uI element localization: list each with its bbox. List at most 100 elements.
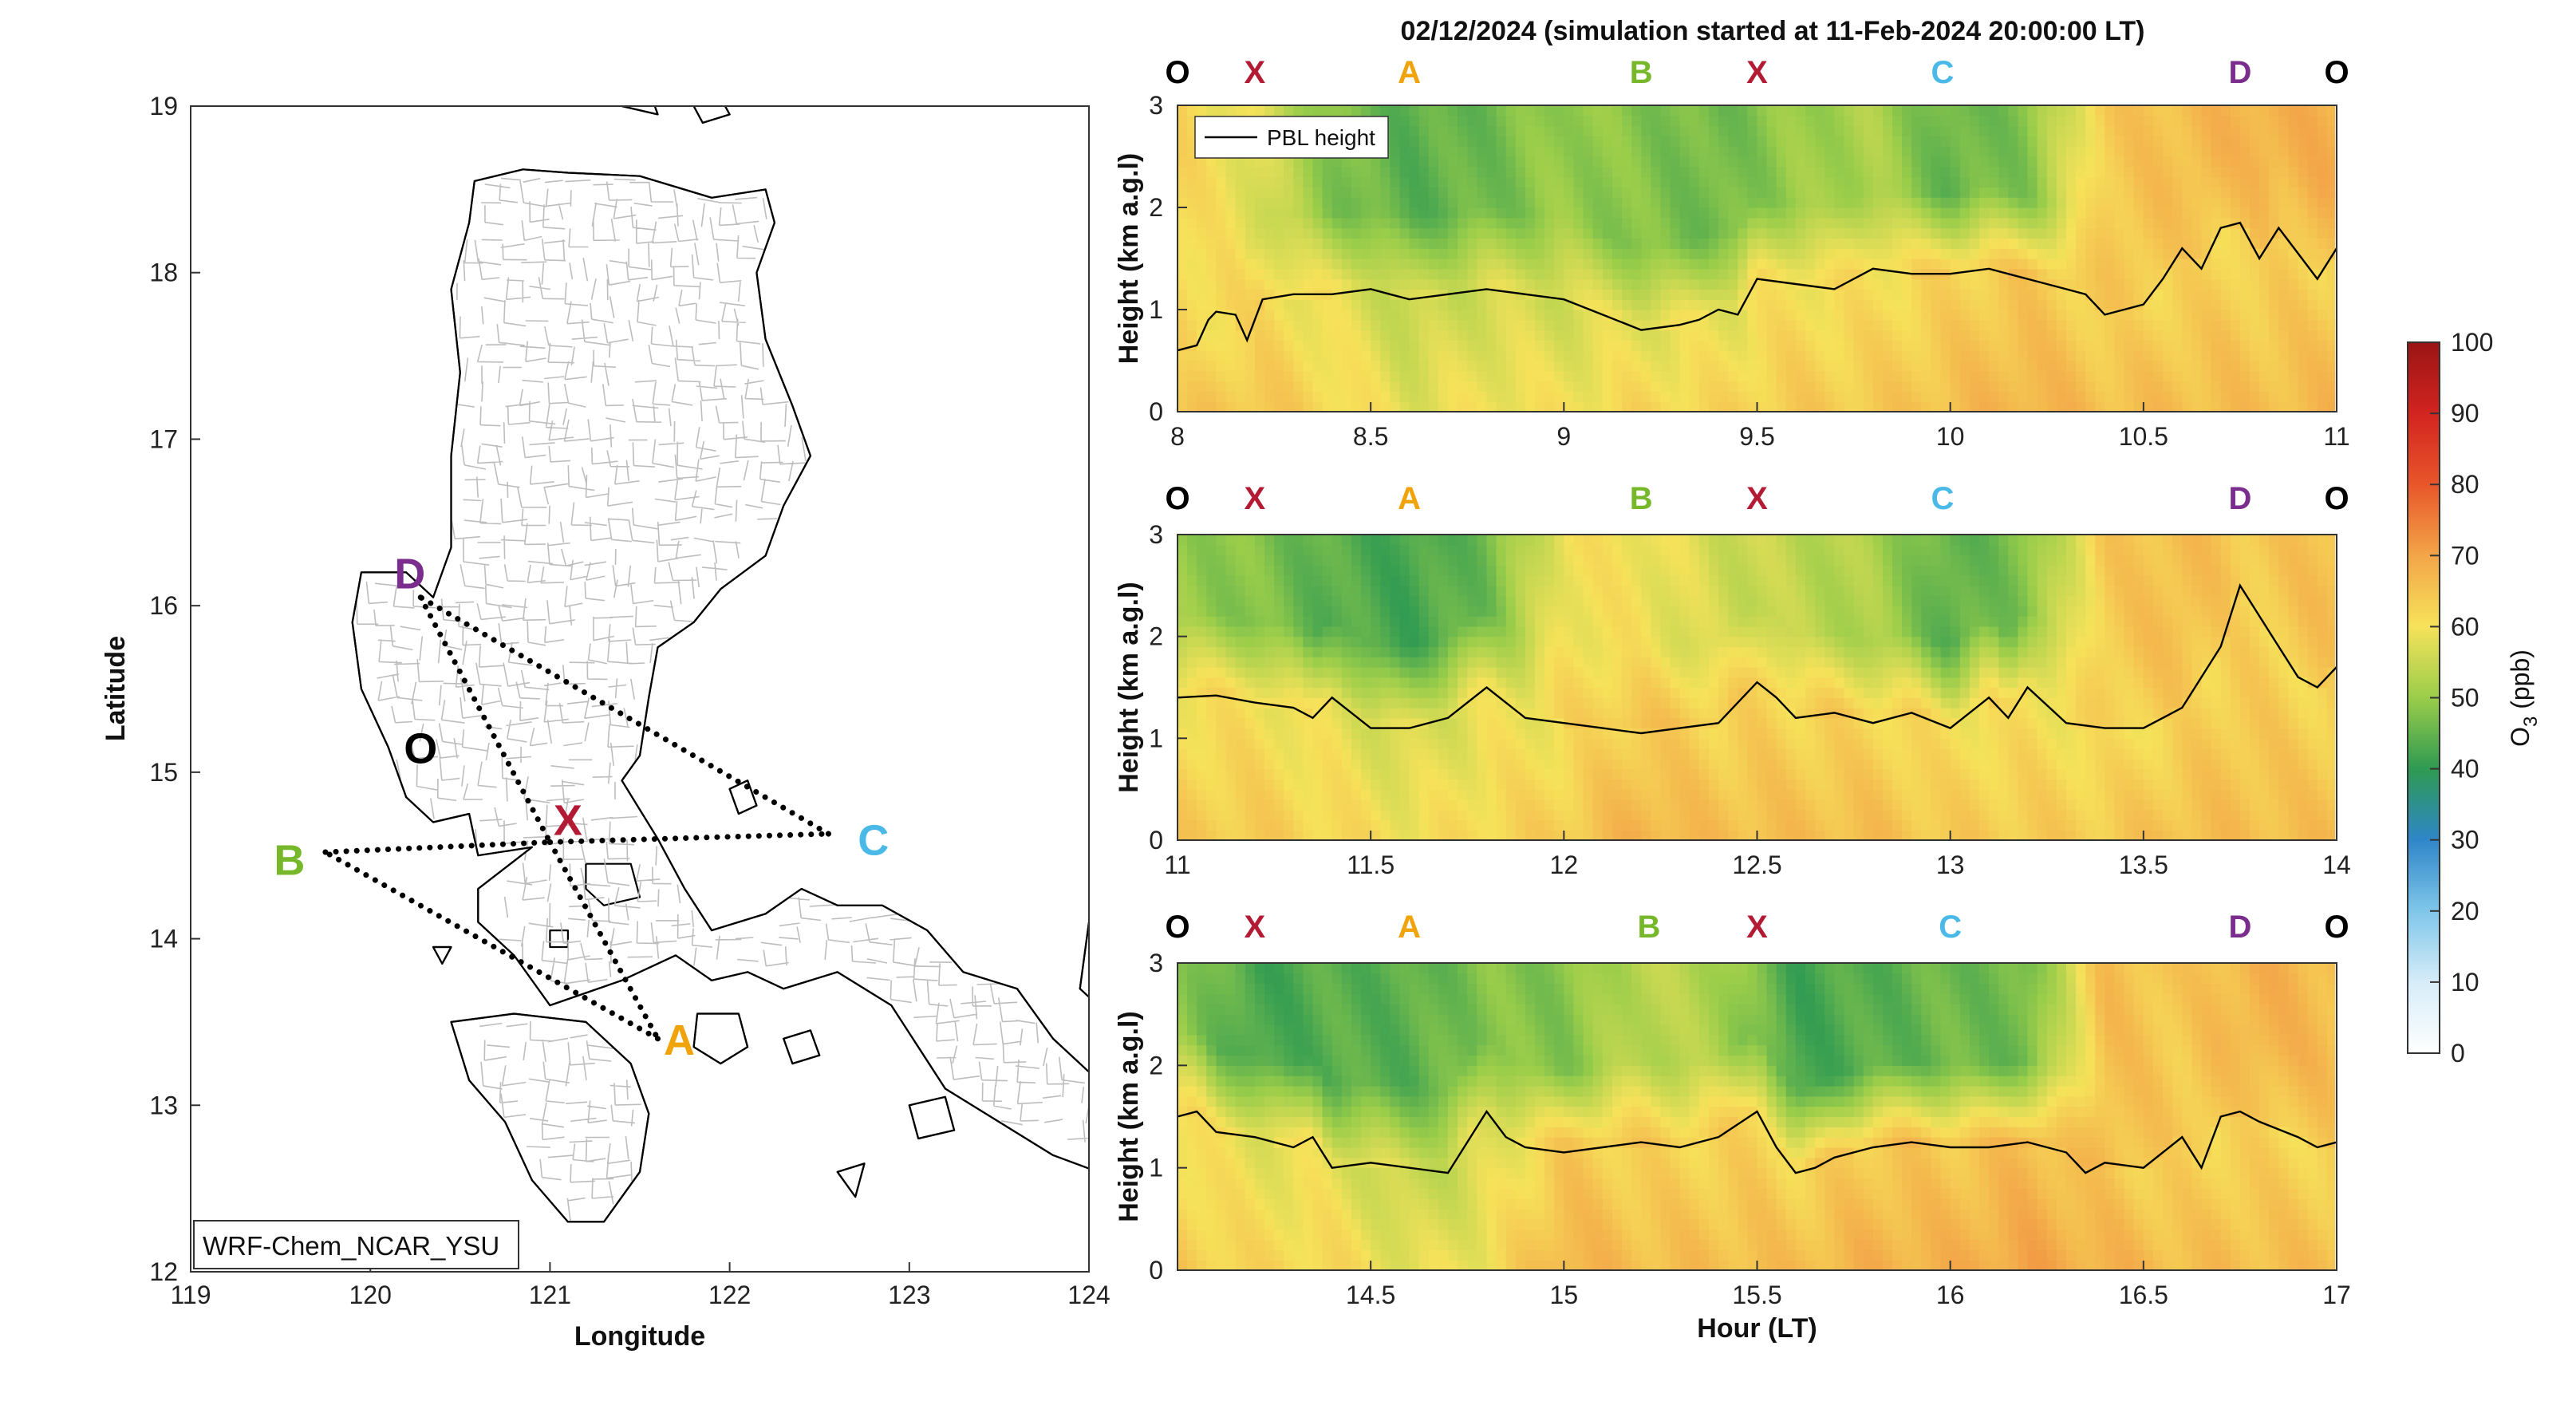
o3-cell <box>1245 575 1256 586</box>
o3-cell <box>1293 401 1304 412</box>
o3-cell <box>1284 789 1294 800</box>
o3-cell <box>1505 289 1517 300</box>
o3-cell <box>2133 381 2144 392</box>
o3-cell <box>2037 259 2048 270</box>
o3-cell <box>1698 319 1710 331</box>
o3-cell <box>1989 187 1999 198</box>
o3-cell <box>1670 381 1681 392</box>
o3-cell <box>1757 166 1768 178</box>
o3-cell <box>1573 575 1584 586</box>
o3-cell <box>1631 146 1642 157</box>
o3-cell <box>1583 708 1594 719</box>
o3-cell <box>1361 697 1371 708</box>
o3-cell <box>2172 197 2183 208</box>
o3-cell <box>1989 207 1999 219</box>
o3-cell <box>1651 350 1661 361</box>
o3-cell <box>1284 217 1294 229</box>
o3-cell <box>1409 330 1420 341</box>
o3-cell <box>1293 105 1304 116</box>
o3-cell <box>1390 105 1401 116</box>
o3-cell <box>1351 667 1362 678</box>
o3-cell <box>1689 401 1700 412</box>
o3-cell <box>1428 595 1439 606</box>
o3-cell <box>1409 789 1420 800</box>
o3-cell <box>1631 278 1642 290</box>
o3-cell <box>1844 136 1855 147</box>
o3-cell <box>1284 606 1294 617</box>
o3-cell <box>1728 278 1738 290</box>
o3-cell <box>1361 361 1371 372</box>
o3-cell <box>1187 585 1197 597</box>
o3-cell <box>1409 646 1420 657</box>
o3-cell <box>1670 125 1681 136</box>
o3-cell <box>2008 278 2018 290</box>
o3-cell <box>2114 238 2125 249</box>
o3-cell <box>1766 330 1777 341</box>
o3-cell <box>1409 697 1420 708</box>
o3-cell <box>1448 565 1458 576</box>
o3-cell <box>1486 799 1497 811</box>
o3-cell <box>1844 340 1855 351</box>
o3-cell <box>1312 259 1324 270</box>
o3-cell <box>1757 105 1768 116</box>
o3-cell <box>2191 125 2203 136</box>
o3-cell <box>2317 268 2328 280</box>
o3-cell <box>2133 370 2144 382</box>
x-tick-label: 9 <box>1556 422 1571 451</box>
o3-cell <box>1525 565 1536 576</box>
o3-cell <box>2133 166 2144 178</box>
o3-cell <box>1409 319 1420 331</box>
o3-cell <box>1371 626 1381 637</box>
o3-cell <box>1766 207 1777 219</box>
o3-cell <box>1554 535 1564 546</box>
o3-cell <box>2037 176 2048 187</box>
o3-cell <box>1477 819 1488 831</box>
o3-cell <box>1815 268 1825 280</box>
o3-cell <box>1921 381 1931 392</box>
o3-cell <box>1312 268 1324 280</box>
o3-cell <box>1216 657 1227 668</box>
o3-cell <box>2288 381 2299 392</box>
o3-cell <box>1921 187 1931 198</box>
o3-cell <box>1477 606 1488 617</box>
o3-cell <box>2056 340 2067 351</box>
o3-cell <box>1380 748 1391 760</box>
o3-cell <box>2172 156 2183 168</box>
o3-cell <box>1882 156 1893 168</box>
o3-cell <box>1438 616 1449 627</box>
o3-cell <box>1872 238 1884 249</box>
o3-cell <box>1303 105 1314 116</box>
o3-cell <box>1872 248 1884 259</box>
o3-cell <box>2201 156 2212 168</box>
o3-cell <box>1312 789 1324 800</box>
o3-cell <box>1535 105 1545 116</box>
o3-cell <box>1399 585 1410 597</box>
o3-cell <box>1284 636 1294 648</box>
o3-cell <box>2278 289 2289 300</box>
o3-cell <box>1467 146 1477 157</box>
o3-cell <box>1728 319 1738 331</box>
o3-cell <box>1303 187 1314 198</box>
o3-cell <box>1853 381 1864 392</box>
o3-cell <box>1361 819 1371 831</box>
o3-cell <box>1458 381 1468 392</box>
o3-cell <box>2230 248 2241 259</box>
o3-cell <box>1622 176 1632 187</box>
o3-cell <box>1892 289 1903 300</box>
o3-cell <box>1795 259 1806 270</box>
o3-cell <box>1573 535 1584 546</box>
o3-cell <box>2143 197 2154 208</box>
o3-cell <box>1535 728 1545 739</box>
o3-cell <box>1979 391 1990 402</box>
o3-cell <box>1709 125 1719 136</box>
o3-cell <box>1872 340 1884 351</box>
o3-cell <box>1448 136 1458 147</box>
o3-cell <box>1245 738 1256 749</box>
o3-cell <box>1197 819 1207 831</box>
o3-cell <box>1505 125 1517 136</box>
o3-cell <box>1679 125 1690 136</box>
model-label: WRF-Chem_NCAR_YSU <box>203 1231 499 1261</box>
o3-cell <box>1264 381 1275 392</box>
o3-cell <box>1361 565 1371 576</box>
o3-cell <box>1216 401 1227 412</box>
